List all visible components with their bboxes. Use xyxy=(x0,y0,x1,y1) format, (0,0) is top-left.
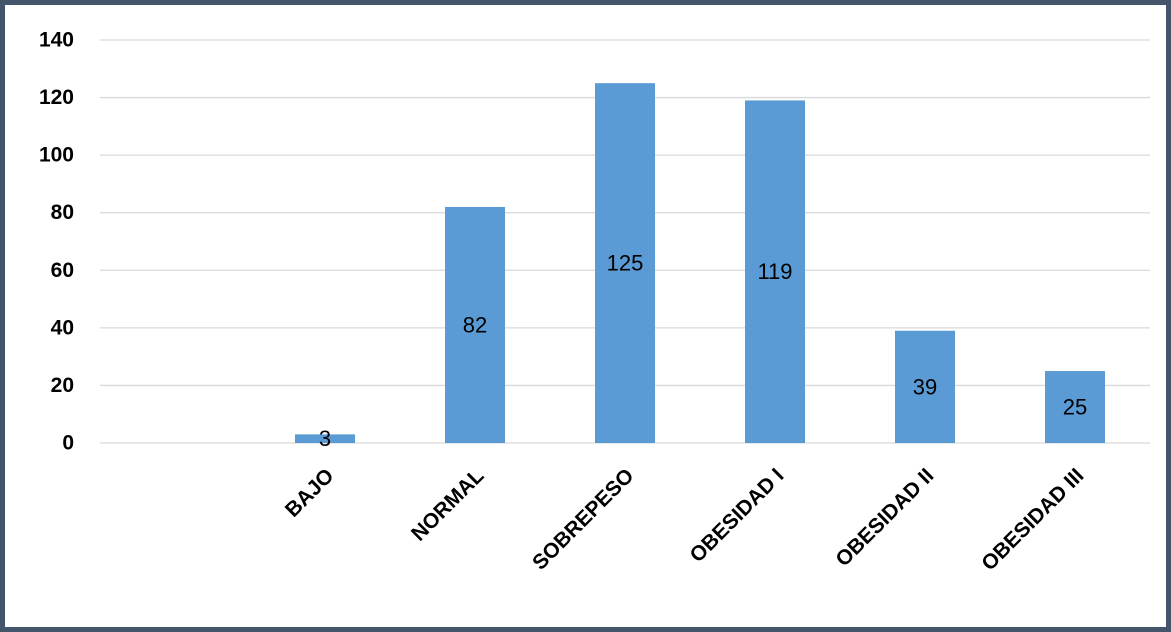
data-label: 119 xyxy=(757,259,792,284)
x-category-label: OBESIDAD III xyxy=(977,464,1088,575)
x-category-label: OBESIDAD I xyxy=(686,464,789,567)
y-tick-label: 120 xyxy=(39,86,74,109)
y-axis-tick-labels: 0 20 40 60 80 100 120 140 xyxy=(39,29,74,455)
y-tick-label: 60 xyxy=(51,259,74,282)
data-labels: 3 82 125 119 39 25 xyxy=(319,251,1087,452)
x-category-label: SOBREPESO xyxy=(528,464,638,574)
bar xyxy=(445,206,505,443)
y-tick-label: 40 xyxy=(51,316,74,339)
data-label: 25 xyxy=(1063,395,1087,420)
bar xyxy=(595,83,655,443)
data-label: 125 xyxy=(607,251,644,276)
bar xyxy=(295,434,355,443)
bar-chart: 0 20 40 60 80 100 120 140 3 82 125 119 39 25 BAJO NOR… xyxy=(39,29,1150,575)
y-tick-label: 140 xyxy=(39,29,74,52)
bar xyxy=(1045,371,1105,443)
y-tick-label: 100 xyxy=(39,144,74,167)
data-label: 39 xyxy=(913,374,937,399)
x-axis-category-labels: BAJO NORMAL SOBREPESO OBESIDAD I OBESIDAD II… xyxy=(281,464,1089,575)
bar xyxy=(895,330,955,443)
bars xyxy=(295,83,1105,443)
x-category-label: OBESIDAD II xyxy=(831,464,938,571)
data-label: 82 xyxy=(463,312,487,337)
x-category-label: NORMAL xyxy=(407,464,489,546)
data-label: 3 xyxy=(319,426,331,451)
x-category-label: BAJO xyxy=(281,464,339,522)
y-tick-label: 80 xyxy=(51,201,74,224)
y-tick-label: 0 xyxy=(62,432,74,455)
bar xyxy=(745,100,805,443)
y-tick-label: 20 xyxy=(51,374,74,397)
